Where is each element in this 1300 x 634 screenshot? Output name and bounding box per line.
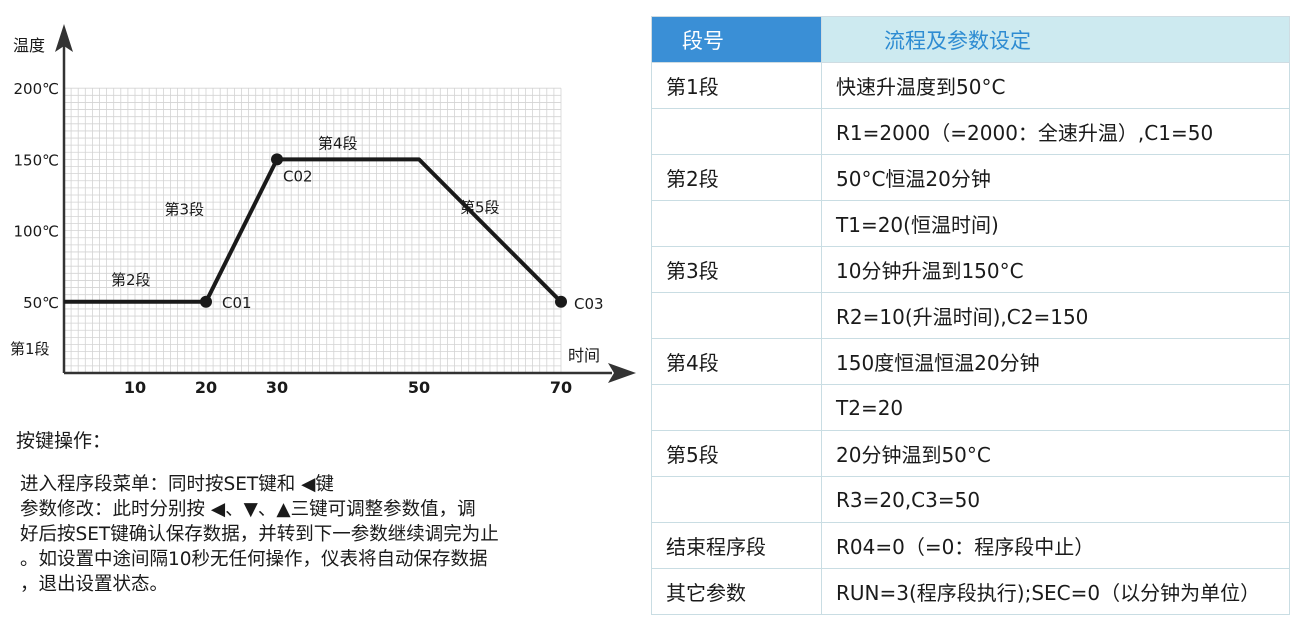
point-label: C01 xyxy=(222,294,252,312)
table-row: T2=20 xyxy=(651,384,1290,431)
y-axis-label: 温度 xyxy=(13,36,45,55)
x-axis-arrow xyxy=(608,363,636,383)
y-tick-label: 50℃ xyxy=(23,294,59,312)
table-row: 第3段 10分钟升温到150°C xyxy=(651,246,1290,293)
setting-cell: R1=2000（=2000：全速升温）,C1=50 xyxy=(821,108,1290,155)
x-axis-label: 时间 xyxy=(568,346,600,365)
key-operation-text: 进入程序段菜单：同时按SET键和 ◀键 参数修改：此时分别按 ◀、▼、▲三键可调… xyxy=(20,472,640,597)
setting-cell: 快速升温度到50°C xyxy=(821,62,1290,109)
setting-cell: 20分钟温到50°C xyxy=(821,430,1290,477)
table-row: 结束程序段 R04=0（=0：程序段中止） xyxy=(651,522,1290,569)
y-tick-label: 100℃ xyxy=(14,223,59,241)
segment-cell xyxy=(651,384,822,431)
segment-cell xyxy=(651,200,822,247)
segment-cell: 第4段 xyxy=(651,338,822,385)
setting-cell: T2=20 xyxy=(821,384,1290,431)
segment-label: 第2段 xyxy=(111,271,151,289)
x-tick-label: 70 xyxy=(550,378,572,397)
segment-label: 第1段 xyxy=(10,340,50,358)
setting-cell: 10分钟升温到150°C xyxy=(821,246,1290,293)
table-row: R1=2000（=2000：全速升温）,C1=50 xyxy=(651,108,1290,155)
point-label: C02 xyxy=(283,167,313,185)
table-row: 第2段 50°C恒温20分钟 xyxy=(651,154,1290,201)
segment-cell xyxy=(651,476,822,523)
key-operation-title: 按键操作： xyxy=(16,430,112,452)
control-point-marker xyxy=(200,295,212,308)
point-label: C03 xyxy=(574,295,604,313)
header-segment-no: 段号 xyxy=(651,16,822,63)
key-line: ，退出设置状态。 xyxy=(20,574,169,595)
parameter-table: 段号 流程及参数设定 第1段 快速升温度到50°C R1=2000（=2000：全速… xyxy=(651,16,1290,615)
setting-cell: T1=20(恒温时间) xyxy=(821,200,1290,247)
setting-cell: R2=10(升温时间),C2=150 xyxy=(821,292,1290,339)
setting-cell: 50°C恒温20分钟 xyxy=(821,154,1290,201)
chart-ticks: 10 20 30 50 70 50℃ 100℃ 150℃ 200℃ xyxy=(14,80,573,397)
segment-cell: 第2段 xyxy=(651,154,822,201)
control-point-marker xyxy=(555,295,567,308)
table-row: R2=10(升温时间),C2=150 xyxy=(651,292,1290,339)
table-row: 其它参数 RUN=3(程序段执行);SEC=0（以分钟为单位） xyxy=(651,568,1290,615)
table-header-row: 段号 流程及参数设定 xyxy=(651,16,1290,63)
chart-series xyxy=(64,153,567,308)
key-line: 好后按SET键确认保存数据，并转到下一参数继续调完为止 xyxy=(20,524,499,545)
segment-label: 第3段 xyxy=(165,201,205,219)
key-line: 参数修改：此时分别按 ◀、▼、▲三键可调整参数值，调 xyxy=(20,499,476,520)
key-line: 。如设置中途间隔10秒无任何操作，仪表将自动保存数据 xyxy=(20,549,488,570)
table-row: 第4段 150度恒温恒温20分钟 xyxy=(651,338,1290,385)
table-row: T1=20(恒温时间) xyxy=(651,200,1290,247)
setting-cell: R04=0（=0：程序段中止） xyxy=(821,522,1290,569)
setting-cell: RUN=3(程序段执行);SEC=0（以分钟为单位） xyxy=(821,568,1290,615)
segment-label: 第4段 xyxy=(318,134,358,152)
segment-cell: 其它参数 xyxy=(651,568,822,615)
setting-cell: R3=20,C3=50 xyxy=(821,476,1290,523)
segment-cell: 第5段 xyxy=(651,430,822,477)
segment-cell: 结束程序段 xyxy=(651,522,822,569)
table-row: R3=20,C3=50 xyxy=(651,476,1290,523)
segment-cell: 第1段 xyxy=(651,62,822,109)
segment-cell xyxy=(651,108,822,155)
segment-cell xyxy=(651,292,822,339)
control-point-marker xyxy=(271,153,283,166)
x-tick-label: 50 xyxy=(408,378,430,397)
chart-grid xyxy=(64,87,562,373)
x-tick-label: 30 xyxy=(266,378,288,397)
segment-cell: 第3段 xyxy=(651,246,822,293)
y-tick-label: 150℃ xyxy=(14,151,59,169)
table-body: 第1段 快速升温度到50°C R1=2000（=2000：全速升温）,C1=50 第2… xyxy=(651,62,1290,615)
x-tick-label: 10 xyxy=(124,378,146,397)
table-row: 第1段 快速升温度到50°C xyxy=(651,62,1290,109)
setting-cell: 150度恒温恒温20分钟 xyxy=(821,338,1290,385)
y-tick-label: 200℃ xyxy=(14,80,59,98)
table-row: 第5段 20分钟温到50°C xyxy=(651,430,1290,477)
segment-label: 第5段 xyxy=(460,199,500,217)
header-process-settings: 流程及参数设定 xyxy=(821,16,1290,63)
x-tick-label: 20 xyxy=(195,378,217,397)
y-axis-arrow xyxy=(55,24,73,52)
key-line: 进入程序段菜单：同时按SET键和 ◀键 xyxy=(20,474,334,495)
